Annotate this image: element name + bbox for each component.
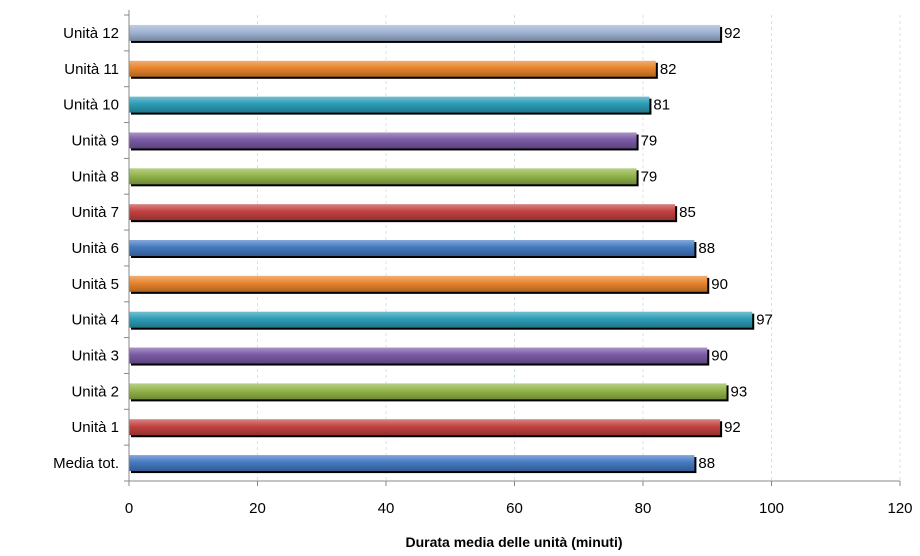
category-label: Unità 11 (64, 61, 119, 78)
bar (129, 168, 637, 184)
category-label: Media tot. (53, 455, 119, 472)
data-label: 92 (724, 25, 741, 42)
data-label: 79 (641, 168, 658, 185)
bar (129, 312, 752, 328)
category-label: Unità 10 (63, 97, 119, 114)
bars-group (129, 25, 754, 473)
data-label: 93 (731, 383, 748, 400)
data-label: 97 (756, 312, 773, 329)
category-label: Unità 7 (71, 204, 119, 221)
bar (129, 132, 637, 148)
data-label: 90 (711, 276, 728, 293)
data-label: 88 (698, 455, 715, 472)
tick-labels: 0 20 40 60 80 100 120 (125, 500, 913, 517)
data-label: 92 (724, 419, 741, 436)
bar (129, 348, 707, 364)
x-axis-title: Durata media delle unità (minuti) (405, 534, 622, 550)
category-label: Unità 4 (71, 312, 119, 329)
category-label: Unità 2 (71, 383, 119, 400)
data-label: 85 (679, 204, 696, 221)
x-tick-label: 120 (887, 500, 912, 517)
data-label: 90 (711, 348, 728, 365)
bar (129, 383, 727, 399)
bar (129, 276, 707, 292)
category-label: Unità 3 (71, 348, 119, 365)
bar (129, 204, 675, 220)
data-label: 81 (653, 97, 670, 114)
x-tick-label: 60 (506, 500, 523, 517)
bar (129, 419, 720, 435)
data-label: 82 (660, 61, 677, 78)
bar (129, 61, 656, 77)
bar (129, 455, 694, 471)
x-tick-label: 40 (378, 500, 395, 517)
bar (129, 25, 720, 41)
data-label: 79 (641, 132, 658, 149)
category-label: Unità 8 (71, 168, 119, 185)
bar (129, 240, 694, 256)
bar (129, 97, 649, 113)
x-tick-label: 20 (249, 500, 266, 517)
category-label: Unità 6 (71, 240, 119, 257)
category-label: Unità 12 (63, 25, 119, 42)
x-tick-label: 80 (635, 500, 652, 517)
x-tick-label: 100 (759, 500, 784, 517)
data-label: 88 (698, 240, 715, 257)
x-tick-label: 0 (125, 500, 133, 517)
category-labels: Unità 12 Unità 11 Unità 10 Unità 9 Unità 8 Un… (53, 25, 119, 472)
category-label: Unità 9 (71, 132, 119, 149)
category-label: Unità 1 (71, 419, 119, 436)
category-label: Unità 5 (71, 276, 119, 293)
